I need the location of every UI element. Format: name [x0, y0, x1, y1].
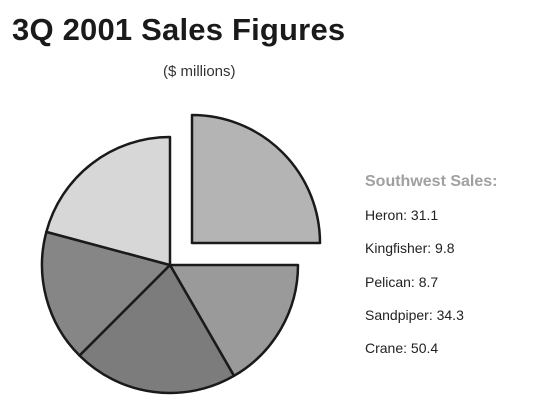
- legend-item-heron: Heron: 31.1: [365, 207, 439, 223]
- pie-slice-4: [45, 135, 172, 267]
- legend-item-kingfisher: Kingfisher: 9.8: [365, 240, 455, 256]
- pie-slice-1: [168, 263, 300, 378]
- chart-title: 3Q 2001 Sales Figures: [12, 12, 346, 47]
- pie-slice-3: [40, 230, 172, 357]
- legend-item-sandpiper: Sandpiper: 34.3: [365, 307, 464, 323]
- pie-slice-2: [78, 263, 236, 395]
- pie-slices: [40, 113, 322, 395]
- pie-slice-0: [190, 113, 322, 245]
- legend-title: Southwest Sales:: [365, 173, 498, 190]
- legend-item-pelican: Pelican: 8.7: [365, 274, 439, 290]
- legend-item-crane: Crane: 50.4: [365, 340, 439, 356]
- chart-subtitle: ($ millions): [163, 63, 236, 80]
